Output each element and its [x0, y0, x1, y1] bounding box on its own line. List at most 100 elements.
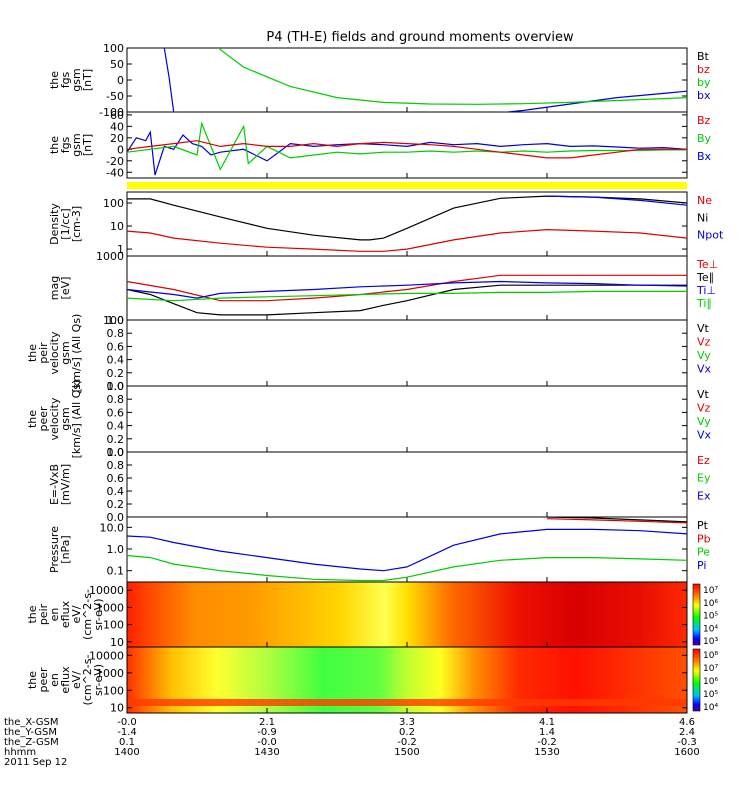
- y-axis-label: gsm: [59, 341, 72, 364]
- y-tick-label: 0.2: [107, 498, 125, 511]
- y-axis-label: [nPa]: [59, 535, 72, 563]
- y-tick-label: 100: [103, 684, 124, 697]
- legend-entry: Vx: [697, 429, 712, 442]
- y-axis-label: en: [48, 673, 61, 687]
- y-tick-label: 0.2: [107, 433, 125, 446]
- y-axis-label: en: [48, 608, 61, 622]
- x-tick-value: 0.1: [119, 737, 135, 748]
- y-tick-label: 0: [117, 143, 124, 156]
- panel-density: 100 10 1 Density[1/cc][cm-3] Ne Ni Npot: [48, 191, 724, 257]
- y-axis-label: [cm-3]: [70, 206, 83, 242]
- panel-peir_eflux: 10⁷ 10⁶ 10⁵ 10⁴ 10³ 10000 1000 100 10 thepeirenef…: [26, 581, 718, 649]
- y-axis-label: velocity: [48, 331, 61, 374]
- legend-entry: Bt: [697, 50, 710, 63]
- y-tick-label: 0.4: [107, 420, 125, 433]
- y-axis-label: gsm: [59, 407, 72, 430]
- y-tick-label: 1.0: [107, 314, 125, 327]
- legend-entry: Vz: [697, 402, 711, 415]
- y-tick-label: -50: [106, 90, 124, 103]
- legend-entry: Vy: [697, 415, 711, 428]
- y-tick-label: 0.8: [107, 327, 125, 340]
- colorbar-label: 10⁸: [703, 651, 718, 661]
- legend-entry: Ey: [697, 472, 711, 485]
- panel-frame: [126, 47, 688, 113]
- y-tick-label: 0.8: [107, 459, 125, 472]
- legend-entry: Bz: [697, 114, 711, 127]
- y-axis-label: the: [26, 605, 39, 623]
- quality-flag-bar: [127, 182, 687, 189]
- panel-frame: [126, 385, 688, 453]
- series-temperature-Te∥: [127, 284, 687, 316]
- legend-entry: bx: [697, 89, 711, 102]
- legend-entry: Pi: [697, 559, 706, 572]
- legend-entry: Npot: [697, 229, 724, 242]
- y-tick-label: 1.0: [107, 380, 125, 393]
- y-axis-label: eflux: [59, 666, 72, 694]
- x-tick-value: 1600: [674, 747, 699, 758]
- y-tick-label: 100: [103, 42, 124, 55]
- panel-frame: [126, 319, 688, 387]
- y-axis-label: the: [26, 410, 39, 428]
- y-axis-label: the: [48, 136, 61, 154]
- y-axis-label: [mV/m]: [59, 464, 72, 505]
- legend-entry: by: [697, 76, 711, 89]
- x-tick-value: 3.3: [399, 717, 415, 728]
- legend-entry: Vz: [697, 336, 711, 349]
- x-tick-value: 1500: [394, 747, 419, 758]
- y-axis-label: (cm^2-s-: [81, 589, 94, 640]
- colorbar-label: 10³: [703, 637, 718, 647]
- y-tick-label: 0.6: [107, 472, 125, 485]
- x-tick-value: 0.2: [399, 727, 415, 738]
- y-axis-label: Density: [48, 203, 61, 245]
- series-fgs_dsl-By: [127, 121, 687, 171]
- y-axis-label: Pressure: [48, 526, 61, 573]
- series-fgs_dsl-Bz: [127, 140, 687, 159]
- figure-title: P4 (TH-E) fields and ground moments over…: [266, 30, 574, 45]
- y-tick-label: 50: [110, 58, 124, 71]
- y-axis-label: eV/: [70, 605, 83, 623]
- series-temperature-Ti⊥: [127, 280, 687, 299]
- x-tick-value: -0.0: [257, 737, 277, 748]
- colorbar-label: 10⁶: [703, 677, 718, 687]
- x-row-label: the_X-GSM: [4, 717, 58, 728]
- series-pressure-Pi: [127, 528, 687, 572]
- y-tick-label: 100: [103, 619, 124, 632]
- y-axis-label: gsm: [70, 133, 83, 156]
- y-axis-label: gsm: [70, 68, 83, 91]
- y-tick-label: 0.4: [107, 485, 125, 498]
- y-tick-label: 0.4: [107, 354, 125, 367]
- legend-entry: Vt: [697, 388, 710, 401]
- series-density-Ni: [127, 195, 687, 241]
- y-axis-label: eV/: [70, 671, 83, 689]
- legend-entry: Bx: [697, 150, 712, 163]
- legend-entry: Pb: [697, 532, 711, 545]
- x-tick-value: 2.4: [679, 727, 695, 738]
- x-tick-value: -0.2: [537, 737, 557, 748]
- y-axis-label: sr-eV): [92, 664, 105, 696]
- x-tick-value: 4.1: [539, 717, 555, 728]
- y-tick-label: 1000: [96, 250, 124, 263]
- y-axis-label: E=-VxB: [48, 464, 61, 505]
- y-tick-label: 0.6: [107, 340, 125, 353]
- y-tick-label: -100: [99, 106, 124, 119]
- y-axis-label: [km/s] (All Qs): [70, 380, 83, 459]
- legend-entry: Vy: [697, 349, 711, 362]
- legend-entry: Pt: [697, 519, 709, 532]
- x-row-label: the_Y-GSM: [4, 727, 57, 738]
- legend-entry: bz: [697, 63, 710, 76]
- y-axis-label: fgs: [59, 71, 72, 88]
- y-axis-label: [eV]: [59, 277, 72, 300]
- x-tick-value: -1.4: [117, 727, 137, 738]
- x-row-label: the_Z-GSM: [4, 737, 59, 748]
- y-axis-label: peer: [37, 406, 50, 432]
- y-axis-label: the: [48, 71, 61, 89]
- legend-entry: Te⊥: [696, 258, 718, 271]
- y-tick-label: 60: [110, 109, 124, 122]
- x-tick-value: 1.4: [539, 727, 555, 738]
- panel-peer_velocity: 1.00.80.60.40.20.0thepeervelocitygsm[km/…: [26, 380, 712, 459]
- y-tick-label: 0.2: [107, 367, 125, 380]
- panel-peir_velocity: 1.00.80.60.40.20.0thepeirvelocitygsm[km/…: [26, 314, 712, 393]
